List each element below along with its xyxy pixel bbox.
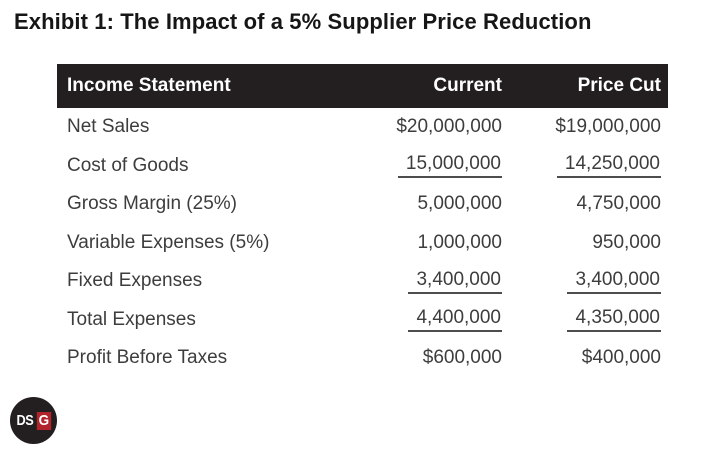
current-value: $20,000,000 xyxy=(396,116,502,138)
column-header-income-statement: Income Statement xyxy=(67,75,231,96)
dsg-logo-ds-text: DS xyxy=(16,412,34,429)
table-row-cost-of-goods: Cost of Goods 15,000,000 14,250,000 xyxy=(57,147,668,186)
table-row-fixed-expenses: Fixed Expenses 3,400,000 3,400,000 xyxy=(57,262,668,301)
table-row-variable-expenses: Variable Expenses (5%) 1,000,000 950,000 xyxy=(57,224,668,263)
price-cut-value: 4,350,000 xyxy=(502,307,668,333)
income-statement-table: Income Statement Current Price Cut Net S… xyxy=(57,64,668,378)
row-label: Gross Margin (25%) xyxy=(67,193,237,215)
column-header-current: Current xyxy=(433,75,502,96)
table-row-profit-before-taxes: Profit Before Taxes $600,000 $400,000 xyxy=(57,339,668,378)
price-cut-value: 950,000 xyxy=(592,231,661,253)
page-title: Exhibit 1: The Impact of a 5% Supplier P… xyxy=(14,9,592,34)
price-cut-value: $19,000,000 xyxy=(555,116,661,138)
table-header-row: Income Statement Current Price Cut xyxy=(57,64,668,108)
current-value: 3,400,000 xyxy=(337,269,502,294)
current-value: 15,000,000 xyxy=(337,153,502,179)
dsg-logo: DS G xyxy=(10,397,57,444)
current-value: 4,400,000 xyxy=(337,307,502,333)
current-value: 5,000,000 xyxy=(417,193,502,215)
row-label: Total Expenses xyxy=(67,308,196,330)
current-value: 1,000,000 xyxy=(417,231,502,253)
price-cut-value: 4,750,000 xyxy=(576,193,661,215)
price-cut-value: 3,400,000 xyxy=(502,269,668,294)
current-value: $600,000 xyxy=(422,347,502,369)
row-label: Net Sales xyxy=(67,116,150,138)
column-header-price-cut: Price Cut xyxy=(577,75,661,96)
table-row-net-sales: Net Sales $20,000,000 $19,000,000 xyxy=(57,108,668,147)
table-row-gross-margin: Gross Margin (25%) 5,000,000 4,750,000 xyxy=(57,185,668,224)
row-label: Profit Before Taxes xyxy=(67,347,228,369)
row-label: Variable Expenses (5%) xyxy=(67,231,270,253)
dsg-logo-g-text: G xyxy=(36,411,51,430)
price-cut-value: 14,250,000 xyxy=(502,153,668,179)
row-label: Fixed Expenses xyxy=(67,270,203,292)
table-row-total-expenses: Total Expenses 4,400,000 4,350,000 xyxy=(57,301,668,340)
price-cut-value: $400,000 xyxy=(581,347,661,369)
row-label: Cost of Goods xyxy=(67,154,189,176)
